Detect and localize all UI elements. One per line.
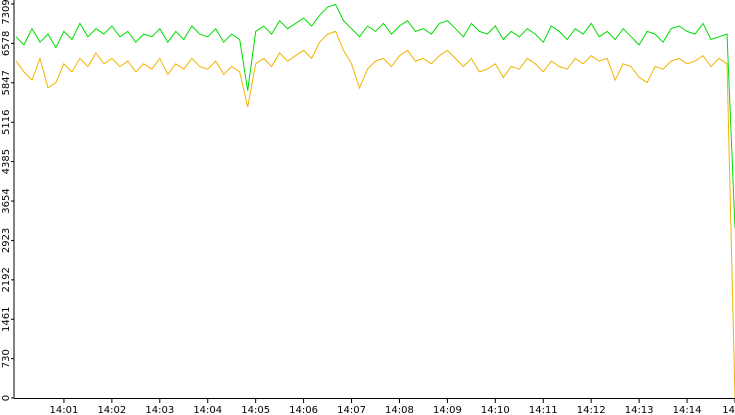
x-tick-label: 14:01 bbox=[50, 405, 79, 415]
x-tick-label: 14:14 bbox=[673, 405, 702, 415]
y-tick-label: 5116 bbox=[1, 109, 12, 134]
y-tick-label: 0 bbox=[1, 395, 12, 401]
y-tick-label: 3654 bbox=[1, 188, 12, 213]
x-tick-label: 14:13 bbox=[625, 405, 654, 415]
x-tick-label: 14:09 bbox=[433, 405, 462, 415]
y-tick-label: 6578 bbox=[1, 31, 12, 56]
y-tick-label: 2923 bbox=[1, 228, 12, 253]
x-tick-label: 14:10 bbox=[481, 405, 510, 415]
y-tick-label: 5847 bbox=[1, 70, 12, 95]
data-line bbox=[15, 3, 735, 229]
y-tick-label: 730 bbox=[1, 349, 12, 368]
y-tick-label: 2192 bbox=[1, 267, 12, 292]
x-tick-label: 14:12 bbox=[577, 405, 606, 415]
x-tick-label: 14:07 bbox=[337, 405, 366, 415]
y-tick-label: 7309 bbox=[1, 0, 12, 25]
y-tick-label: 1461 bbox=[1, 307, 12, 332]
x-tick-label: 14:02 bbox=[97, 405, 126, 415]
y-tick-label: 4385 bbox=[1, 149, 12, 174]
x-tick-label: 14:04 bbox=[193, 405, 222, 415]
x-tick-label: 14:05 bbox=[241, 405, 270, 415]
x-tick-label: 14:03 bbox=[145, 405, 174, 415]
x-tick-label: 14:06 bbox=[289, 405, 318, 415]
x-tick-label: 14 bbox=[722, 405, 735, 415]
data-line bbox=[15, 30, 735, 399]
x-tick-label: 14:11 bbox=[529, 405, 558, 415]
x-tick-label: 14:08 bbox=[385, 405, 414, 415]
